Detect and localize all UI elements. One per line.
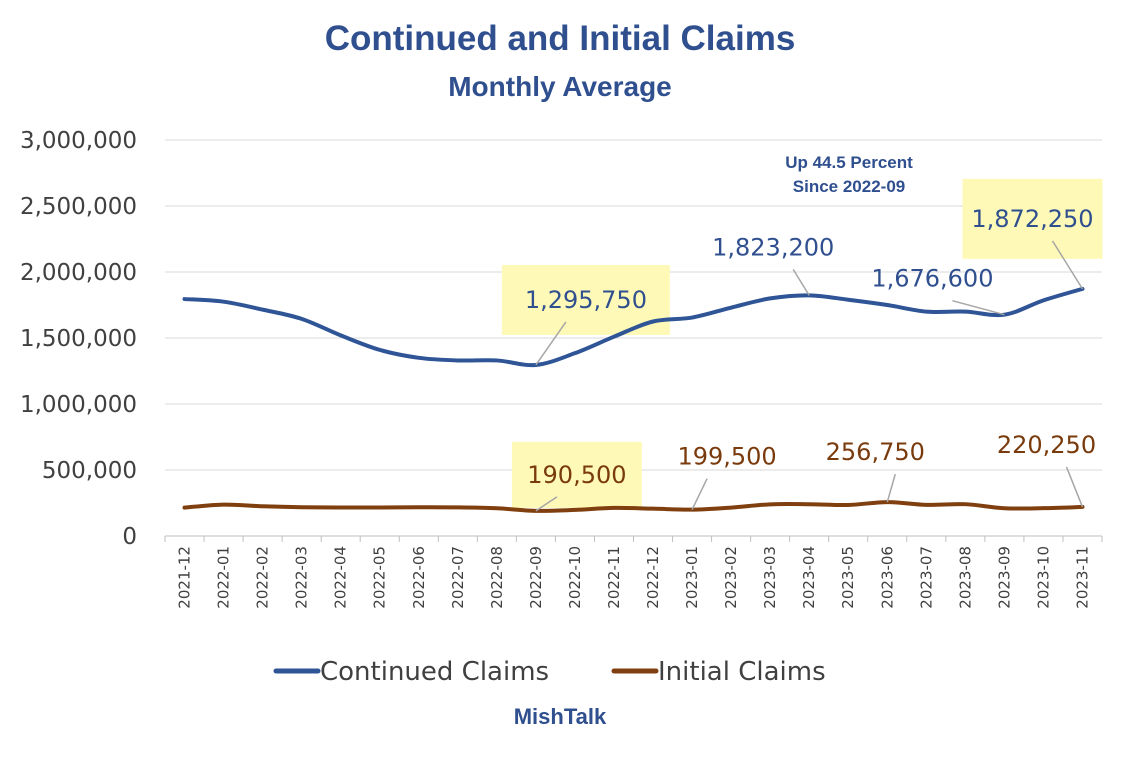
x-tick-label: 2023-01 (683, 546, 701, 609)
x-tick-label: 2022-02 (254, 546, 272, 609)
highlight-box (511, 441, 642, 508)
legend-initial-label: Initial Claims (658, 657, 826, 687)
y-tick-label: 2,500,000 (20, 194, 137, 220)
data-label: 199,500 (677, 443, 776, 471)
x-tick-label: 2022-04 (332, 546, 350, 609)
leader-line (886, 473, 896, 503)
x-tick-label: 2023-05 (839, 546, 857, 609)
source-label: MishTalk (514, 704, 607, 729)
leader-line (1051, 240, 1084, 290)
x-tick-label: 2022-03 (293, 546, 311, 609)
data-label: 190,500 (527, 461, 626, 489)
x-tick-label: 2022-07 (449, 546, 467, 609)
legend: Continued Claims Initial Claims (273, 657, 826, 687)
leader-line (535, 496, 558, 512)
chart-title: Continued and Initial Claims (325, 19, 796, 58)
annotation-line-2: Since 2022-09 (793, 177, 905, 196)
y-tick-label: 3,000,000 (20, 128, 137, 154)
leader-line (1065, 466, 1084, 508)
leader-line (535, 321, 567, 366)
x-tick-label: 2023-03 (761, 546, 779, 609)
x-tick-label: 2022-11 (605, 546, 623, 609)
leader-line (952, 299, 1005, 316)
x-tick-label: 2023-09 (995, 546, 1013, 609)
y-axis-ticks: 0 500,000 1,000,000 1,500,000 2,000,000 2,500… (20, 128, 137, 550)
data-label: 256,750 (826, 438, 925, 466)
x-tick-label: 2022-10 (566, 546, 584, 609)
x-tick-label: 2023-07 (917, 546, 935, 609)
x-tick-label: 2022-09 (527, 546, 545, 609)
data-label: 220,250 (997, 431, 1096, 459)
y-tick-label: 1,500,000 (20, 326, 137, 352)
x-tick-label: 2022-01 (215, 546, 233, 609)
y-tick-label: 1,000,000 (20, 392, 137, 418)
x-tick-label: 2022-05 (371, 546, 389, 609)
leader-line (792, 268, 810, 296)
data-labels: 1,295,750 1,823,200 1,676,600 1,872,250 190,… (525, 205, 1096, 512)
data-label: 1,823,200 (712, 233, 834, 261)
x-tick-label: 2023-11 (1073, 546, 1091, 609)
x-tick-label: 2022-08 (488, 546, 506, 609)
initial-claims-line (182, 500, 1085, 513)
x-tick-label: 2022-12 (644, 546, 662, 609)
y-tick-label: 2,000,000 (20, 260, 137, 286)
data-label: 1,872,250 (971, 205, 1093, 233)
leader-line (691, 478, 708, 510)
data-label: 1,295,750 (525, 286, 647, 314)
data-label: 1,676,600 (871, 265, 993, 293)
chart-subtitle: Monthly Average (448, 71, 672, 102)
x-tick-label: 2023-08 (956, 546, 974, 609)
y-tick-label: 0 (122, 524, 137, 550)
x-tick-label: 2022-06 (410, 546, 428, 609)
annotation-line-1: Up 44.5 Percent (785, 153, 913, 172)
series-lines (182, 286, 1085, 513)
x-tick-label: 2023-10 (1034, 546, 1052, 609)
x-tick-label: 2021-12 (176, 546, 194, 609)
continued-claims-line (182, 286, 1085, 368)
y-tick-label: 500,000 (42, 458, 137, 484)
x-tick-label: 2023-02 (722, 546, 740, 609)
x-tick-label: 2023-04 (800, 546, 818, 609)
legend-continued-label: Continued Claims (320, 657, 549, 687)
gridlines (165, 139, 1102, 471)
x-axis: 2021-12 2022-01 2022-02 2022-03 2022-04 2022-… (164, 535, 1103, 609)
x-tick-label: 2023-06 (878, 546, 896, 609)
highlight-box (962, 178, 1103, 259)
